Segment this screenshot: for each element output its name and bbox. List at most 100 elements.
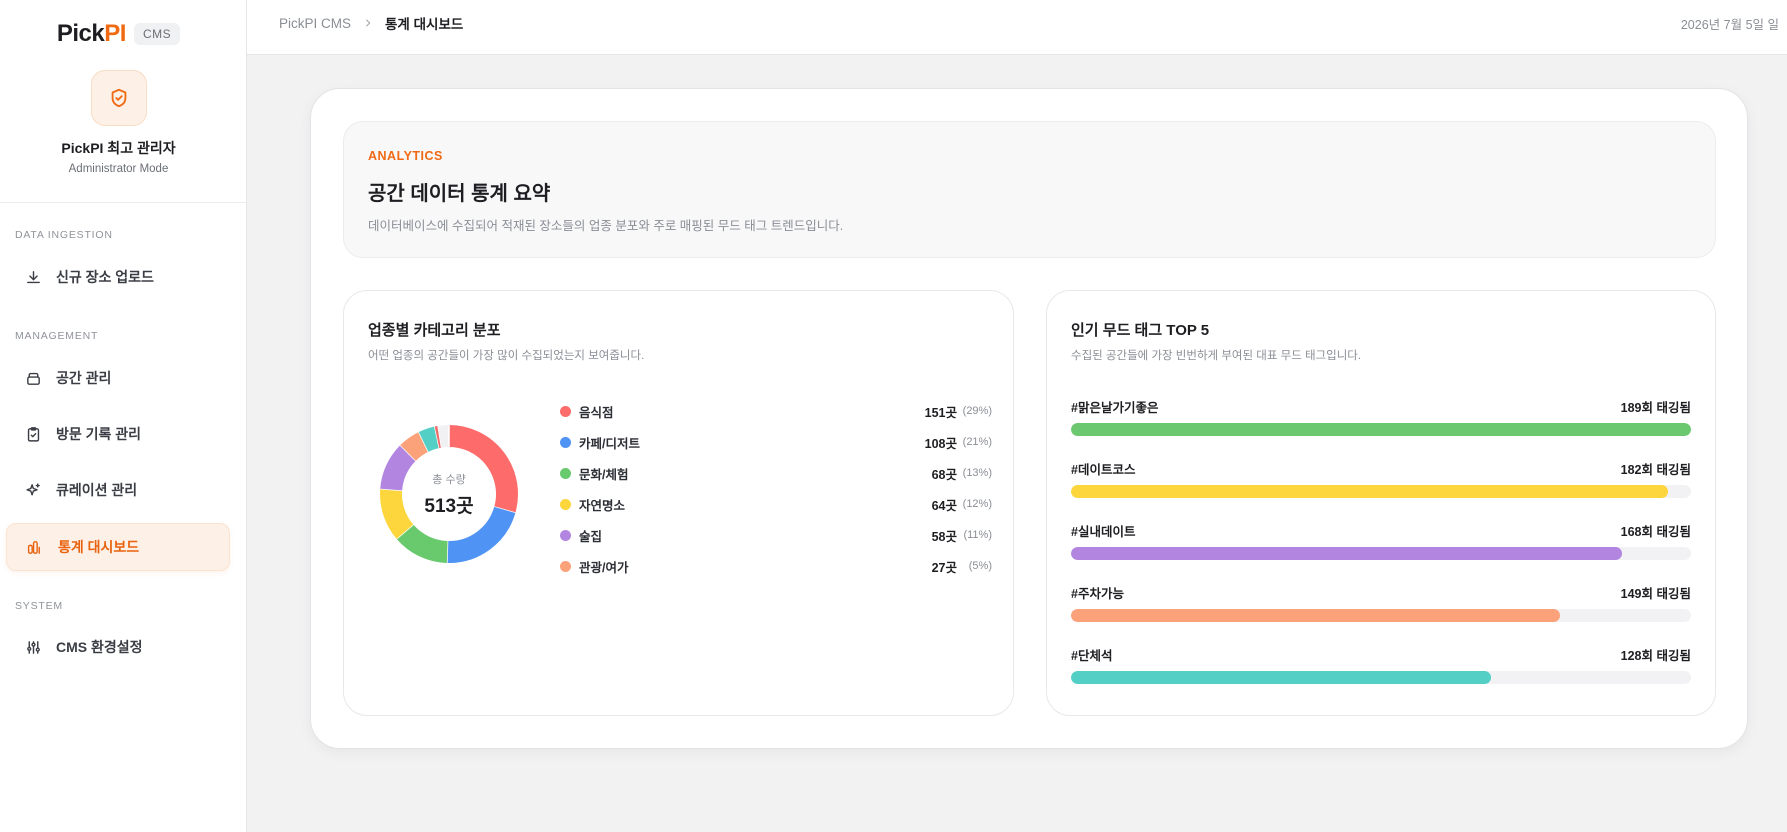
legend-item: 음식점 151곳 (29%) xyxy=(560,401,992,421)
tag-row: #주차가능 149회 태깅됨 xyxy=(1071,583,1691,622)
dashboard-card: ANALYTICS 공간 데이터 통계 요약 데이터베이스에 수집되어 적재된 … xyxy=(310,88,1748,749)
brand[interactable]: PickPI CMS xyxy=(0,20,237,48)
nav-item-label: 신규 장소 업로드 xyxy=(56,269,154,285)
legend-item: 카페/디저트 108곳 (21%) xyxy=(560,432,992,452)
category-panel-title: 업종별 카테고리 분포 xyxy=(368,322,501,339)
tag-bar-track xyxy=(1071,609,1691,622)
tag-count: 182회 태깅됨 xyxy=(1620,462,1691,477)
tag-bar-track xyxy=(1071,485,1691,498)
legend-label: 카페/디저트 xyxy=(579,436,640,451)
tag-panel-description: 수집된 공간들에 가장 빈번하게 부여된 대표 무드 태그입니다. xyxy=(1071,350,1362,362)
legend-percent: (21%) xyxy=(962,436,992,448)
donut-slice[interactable] xyxy=(380,445,417,491)
donut-slice-gap xyxy=(418,431,430,453)
donut-slice[interactable] xyxy=(396,524,449,563)
nav-item-label: CMS 환경설정 xyxy=(56,639,143,655)
legend-item: 자연명소 64곳 (12%) xyxy=(560,494,992,514)
tag-bar-fill xyxy=(1071,547,1623,560)
legend-label: 술집 xyxy=(579,529,603,544)
sidebar-divider xyxy=(0,202,246,203)
tag-bar-track xyxy=(1071,423,1691,436)
legend-label: 음식점 xyxy=(579,405,614,420)
chevron-right-icon xyxy=(366,19,371,27)
topbar: PickPI CMS 통계 대시보드 2026년 7월 5일 일 xyxy=(247,0,1787,55)
legend-percent: (5%) xyxy=(968,560,992,572)
nav-item-stats[interactable]: 통계 대시보드 xyxy=(6,523,230,571)
category-panel-description: 어떤 업종의 공간들이 가장 많이 수집되었는지 보여줍니다. xyxy=(368,350,645,362)
nav-item-label: 통계 대시보드 xyxy=(58,539,140,555)
section-label-ingestion: DATA INGESTION xyxy=(15,229,113,241)
nav-item-upload[interactable]: 신규 장소 업로드 xyxy=(6,253,230,301)
tag-panel: 인기 무드 태그 TOP 5 수집된 공간들에 가장 빈번하게 부여된 대표 무… xyxy=(1046,290,1716,716)
tag-bar-track xyxy=(1071,671,1691,684)
tag-count: 189회 태깅됨 xyxy=(1620,400,1691,415)
tag-row: #실내데이트 168회 태깅됨 xyxy=(1071,521,1691,560)
section-label-management: MANAGEMENT xyxy=(15,330,99,342)
tag-row-header: #실내데이트 168회 태깅됨 xyxy=(1071,521,1691,539)
breadcrumb-root[interactable]: PickPI CMS xyxy=(279,15,352,31)
legend-percent: (29%) xyxy=(962,405,992,417)
tag-count: 128회 태깅됨 xyxy=(1620,648,1691,663)
category-donut-chart xyxy=(380,425,518,563)
tag-row-header: #단체석 128회 태깅됨 xyxy=(1071,645,1691,663)
tag-label: #단체석 xyxy=(1071,648,1113,663)
summary-description: 데이터베이스에 수집되어 적재된 장소들의 업종 분포와 주로 매핑된 무드 태… xyxy=(368,219,844,233)
tag-bar-fill xyxy=(1071,609,1560,622)
legend-percent: (12%) xyxy=(962,498,992,510)
chart-icon xyxy=(27,540,40,554)
category-panel: 업종별 카테고리 분포 어떤 업종의 공간들이 가장 많이 수집되었는지 보여줍… xyxy=(343,290,1014,716)
summary-eyebrow: ANALYTICS xyxy=(368,149,443,163)
legend-count: 151곳 xyxy=(924,405,957,420)
donut-total-label: 총 수량 xyxy=(432,473,466,486)
legend-dot xyxy=(560,467,571,479)
section-label-system: SYSTEM xyxy=(15,600,63,612)
donut-slice[interactable] xyxy=(448,425,518,513)
tag-bar-track xyxy=(1071,547,1691,560)
download-icon xyxy=(27,270,40,283)
nav-item-settings[interactable]: CMS 환경설정 xyxy=(6,623,230,671)
nav-item-spaces[interactable]: 공간 관리 xyxy=(6,354,230,402)
tag-label: #맑은날가기좋은 xyxy=(1071,400,1159,415)
tag-label: #실내데이트 xyxy=(1071,524,1136,539)
legend-dot xyxy=(560,436,571,448)
tag-bar-fill xyxy=(1071,423,1691,436)
legend-item: 관광/여가 27곳 (5%) xyxy=(560,556,992,576)
nav-item-curation[interactable]: 큐레이션 관리 xyxy=(6,466,230,514)
admin-mode: Administrator Mode xyxy=(68,163,169,175)
tag-row: #단체석 128회 태깅됨 xyxy=(1071,645,1691,684)
tag-row-header: #맑은날가기좋은 189회 태깅됨 xyxy=(1071,397,1691,415)
legend-label: 자연명소 xyxy=(579,498,626,513)
legend-item: 문화/체험 68곳 (13%) xyxy=(560,463,992,483)
tag-bar-fill xyxy=(1071,485,1669,498)
tag-row-header: #주차가능 149회 태깅됨 xyxy=(1071,583,1691,601)
tag-label: #데이트코스 xyxy=(1071,462,1136,477)
legend-count: 68곳 xyxy=(931,467,957,482)
sidebar: PickPI CMS PickPI 최고 관리자 Administrator M… xyxy=(0,0,247,832)
tag-count: 149회 태깅됨 xyxy=(1620,586,1691,601)
nav-item-label: 방문 기록 관리 xyxy=(56,426,142,442)
legend-count: 27곳 xyxy=(931,560,957,575)
store-icon xyxy=(27,372,40,385)
tag-row: #데이트코스 182회 태깅됨 xyxy=(1071,459,1691,498)
legend-dot xyxy=(560,405,571,417)
nav-item-visits[interactable]: 방문 기록 관리 xyxy=(6,410,230,458)
clipboard-check-icon xyxy=(27,426,40,442)
legend-count: 64곳 xyxy=(931,498,957,513)
legend-label: 관광/여가 xyxy=(579,560,629,575)
donut-center: 총 수량 513곳 xyxy=(378,423,520,565)
donut-slice[interactable] xyxy=(380,488,414,539)
tag-panel-title: 인기 무드 태그 TOP 5 xyxy=(1071,322,1210,339)
legend-percent: (11%) xyxy=(963,529,992,541)
cms-badge: CMS xyxy=(133,23,181,45)
legend-percent: (13%) xyxy=(962,467,992,479)
nav-item-label: 공간 관리 xyxy=(56,370,112,386)
tag-row-header: #데이트코스 182회 태깅됨 xyxy=(1071,459,1691,477)
nav-item-label: 큐레이션 관리 xyxy=(56,482,138,498)
tag-row: #맑은날가기좋은 189회 태깅됨 xyxy=(1071,397,1691,436)
breadcrumb: PickPI CMS 통계 대시보드 xyxy=(279,13,463,33)
shield-check-icon xyxy=(91,70,147,126)
sparkle-icon xyxy=(26,482,40,495)
logo: PickPI xyxy=(56,20,127,47)
sliders-icon xyxy=(27,640,40,654)
donut-slice[interactable] xyxy=(446,506,516,563)
